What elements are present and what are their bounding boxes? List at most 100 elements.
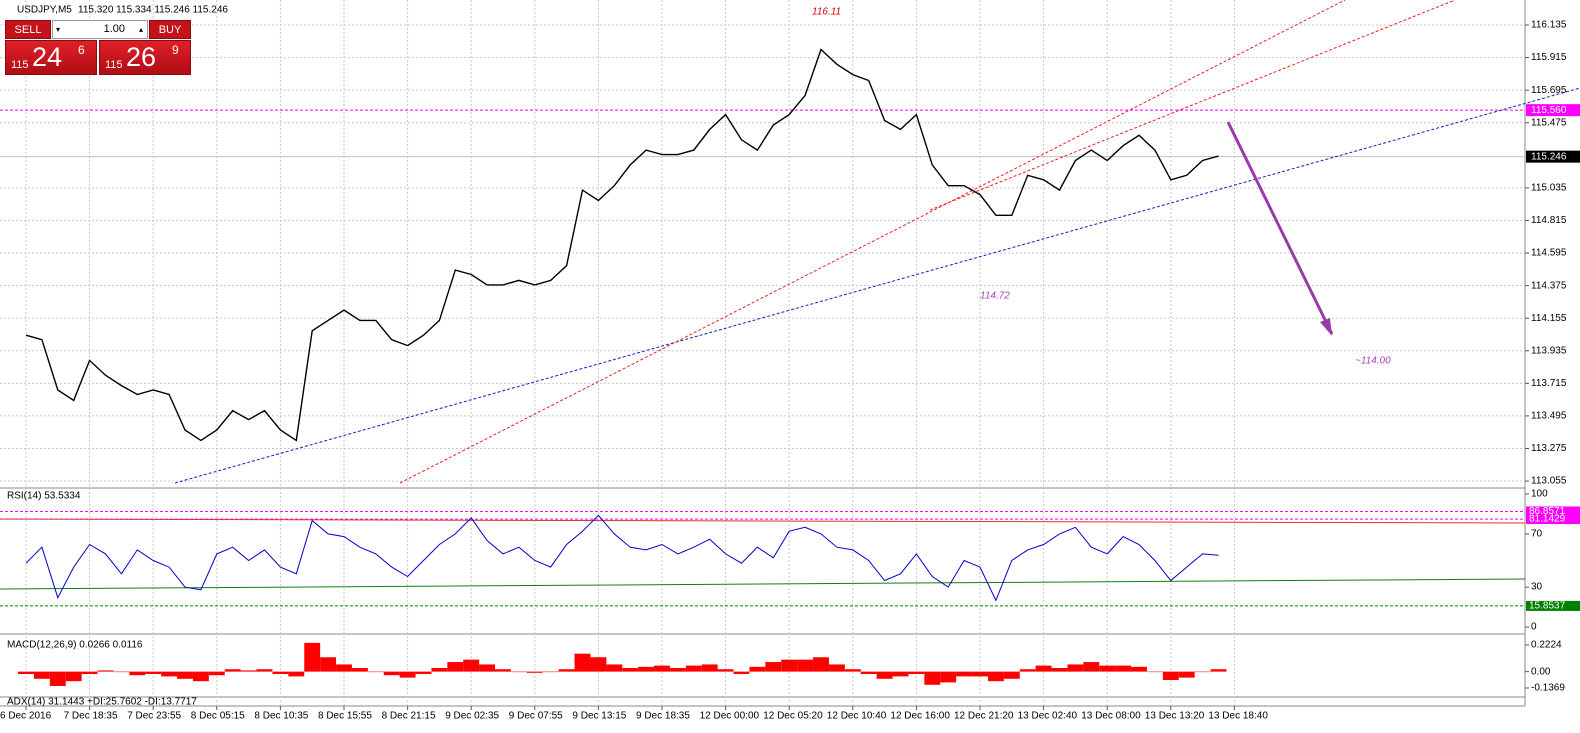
bar bbox=[129, 671, 146, 676]
bar bbox=[669, 668, 686, 672]
chart-subtitle: 115.320 115.334 115.246 115.246 bbox=[78, 5, 228, 16]
trade-panel: SELL ▾ 1.00 ▴ BUY 115 24 6 115 26 9 bbox=[5, 20, 191, 75]
bar bbox=[1067, 664, 1084, 672]
rsi-title: RSI(14) 53.5334 bbox=[7, 491, 81, 502]
bar bbox=[622, 668, 639, 672]
y-tick-label: -0.1369 bbox=[1531, 683, 1565, 694]
bar bbox=[733, 671, 750, 675]
bar bbox=[288, 671, 305, 677]
bar bbox=[495, 669, 511, 672]
bar bbox=[113, 671, 130, 673]
bar bbox=[447, 662, 464, 672]
trend-line bbox=[174, 87, 1580, 484]
bar bbox=[256, 669, 273, 672]
bar bbox=[1035, 665, 1052, 672]
level-label-box bbox=[1526, 104, 1580, 117]
bar bbox=[781, 659, 798, 672]
y-tick-label: 115.475 bbox=[1531, 117, 1567, 128]
bar bbox=[558, 669, 575, 672]
x-tick-label: 13 Dec 18:40 bbox=[1208, 711, 1268, 722]
bar bbox=[65, 671, 82, 682]
bar bbox=[860, 671, 877, 675]
bar bbox=[479, 664, 496, 672]
x-tick-label: 12 Dec 16:00 bbox=[890, 711, 950, 722]
bar bbox=[97, 670, 114, 672]
bid-pips: 24 bbox=[32, 42, 63, 72]
y-tick-label: 114.375 bbox=[1531, 280, 1567, 291]
y-tick-label: 113.275 bbox=[1531, 443, 1567, 454]
level-label-box bbox=[1526, 514, 1580, 525]
bar bbox=[908, 671, 925, 675]
y-tick-label: 115.915 bbox=[1531, 52, 1567, 63]
x-tick-label: 8 Dec 05:15 bbox=[191, 711, 245, 722]
y-tick-label: 114.155 bbox=[1531, 313, 1567, 324]
bar bbox=[685, 665, 702, 672]
y-tick-label: 0 bbox=[1531, 622, 1537, 633]
sell-button[interactable]: SELL bbox=[5, 20, 51, 39]
bar bbox=[892, 671, 909, 677]
x-tick-label: 13 Dec 13:20 bbox=[1145, 711, 1205, 722]
buy-button[interactable]: BUY bbox=[149, 20, 191, 39]
annotation: 116.11 bbox=[812, 7, 841, 18]
bar bbox=[304, 642, 321, 672]
bar bbox=[701, 664, 718, 672]
series-line bbox=[25, 48, 1219, 442]
bar bbox=[654, 665, 670, 672]
bar bbox=[940, 671, 957, 683]
ask-pips: 26 bbox=[126, 42, 157, 72]
y-tick-label: 0.00 bbox=[1531, 666, 1551, 677]
chart-title: USDJPY,M5 bbox=[17, 5, 72, 16]
y-tick-label: 0.2224 bbox=[1531, 640, 1562, 651]
x-tick-label: 7 Dec 18:35 bbox=[64, 711, 118, 722]
ask-big-figure: 115 bbox=[105, 59, 123, 71]
lot-down[interactable]: ▾ bbox=[56, 25, 61, 34]
bar bbox=[145, 671, 162, 675]
y-tick-label: 116.135 bbox=[1531, 20, 1567, 31]
x-tick-label: 8 Dec 10:35 bbox=[254, 711, 308, 722]
lot-value: 1.00 bbox=[103, 23, 125, 35]
x-tick-label: 9 Dec 18:35 bbox=[636, 711, 690, 722]
bar bbox=[1115, 665, 1132, 672]
level-label-box bbox=[1526, 600, 1580, 611]
ask-price[interactable]: 115 26 9 bbox=[99, 40, 191, 75]
x-tick-label: 9 Dec 02:35 bbox=[445, 711, 499, 722]
level-label-box bbox=[1526, 506, 1580, 517]
lot-field[interactable]: ▾ 1.00 ▴ bbox=[52, 20, 148, 39]
bid-price[interactable]: 115 24 6 bbox=[5, 40, 97, 75]
y-tick-label: 30 bbox=[1531, 582, 1543, 593]
price-label-box bbox=[1526, 150, 1580, 163]
bar bbox=[1019, 669, 1036, 672]
x-tick-label: 12 Dec 00:00 bbox=[700, 711, 760, 722]
bar bbox=[813, 657, 829, 672]
y-tick-label: 113.055 bbox=[1531, 476, 1567, 487]
lot-up[interactable]: ▴ bbox=[138, 25, 143, 34]
bar bbox=[383, 671, 400, 676]
bar bbox=[177, 671, 193, 679]
bar bbox=[606, 664, 623, 672]
level-label: 86.8571 bbox=[1529, 506, 1566, 517]
bar bbox=[526, 671, 543, 673]
adx-title: ADX(14) 31.1443 +DI:25.7602 -DI:13.7717 bbox=[7, 697, 197, 708]
bar bbox=[224, 669, 241, 672]
y-tick-label: 114.595 bbox=[1531, 248, 1567, 259]
bid-fraction: 6 bbox=[78, 43, 85, 57]
bar bbox=[956, 671, 973, 677]
bar bbox=[415, 671, 432, 675]
bar bbox=[399, 671, 416, 678]
bar bbox=[18, 671, 34, 675]
bar bbox=[1083, 662, 1100, 672]
bar bbox=[1194, 671, 1211, 673]
y-tick-label: 113.935 bbox=[1531, 345, 1567, 356]
bar bbox=[367, 671, 384, 673]
y-tick-label: 70 bbox=[1531, 529, 1543, 540]
bar bbox=[638, 666, 655, 672]
bar bbox=[797, 659, 814, 672]
bar bbox=[463, 659, 480, 672]
bar bbox=[876, 671, 893, 679]
series-line bbox=[25, 514, 1219, 602]
bar bbox=[542, 671, 559, 673]
bar bbox=[844, 669, 861, 672]
bar bbox=[1178, 671, 1195, 678]
